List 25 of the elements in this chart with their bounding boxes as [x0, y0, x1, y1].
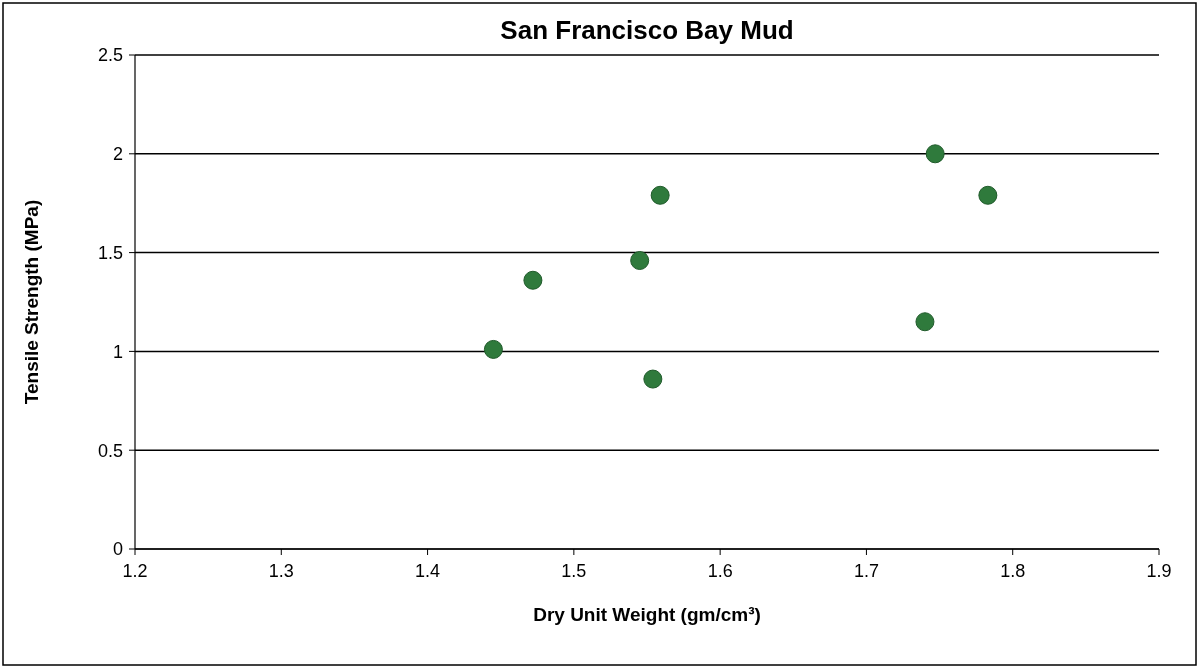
point	[643, 369, 663, 389]
x-axis-title: Dry Unit Weight (gm/cm³)	[533, 604, 761, 625]
y-tick-label: 0.5	[97, 440, 123, 461]
x-tick-label: 1.8	[1000, 561, 1026, 581]
y-tick-label: 1.5	[97, 242, 123, 263]
y-tick-label: 2	[112, 144, 123, 165]
point	[630, 251, 650, 270]
y-axis-title: Tensile Strength (MPa)	[21, 199, 42, 405]
point	[483, 339, 503, 359]
x-tick-label: 1.7	[853, 561, 879, 581]
x-tick-label: 1.9	[1146, 561, 1172, 581]
point	[650, 185, 670, 205]
point	[925, 144, 945, 164]
x-tick-label: 1.2	[122, 561, 148, 581]
point	[915, 312, 935, 332]
x-tick-label: 1.3	[268, 561, 294, 581]
x-tick-label: 1.5	[561, 561, 587, 581]
y-tick-label: 1	[112, 341, 123, 362]
x-tick-label: 1.6	[707, 561, 733, 581]
y-tick-label: 0	[112, 539, 123, 560]
y-tick-label: 2.5	[97, 45, 123, 66]
point	[978, 185, 998, 205]
point	[523, 270, 543, 290]
x-tick-label: 1.4	[415, 561, 441, 581]
chart-title: San Francisco Bay Mud	[500, 15, 794, 45]
